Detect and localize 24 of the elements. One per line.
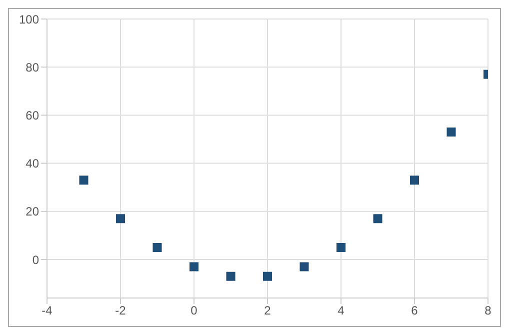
- y-tick-label: 0: [32, 252, 40, 267]
- y-tick-label: 40: [26, 156, 40, 171]
- x-tick-label: -4: [42, 304, 53, 318]
- x-tick-label: 6: [411, 304, 418, 318]
- point: [263, 272, 272, 281]
- point: [79, 176, 88, 185]
- point: [226, 272, 236, 281]
- x-tick-label: 4: [338, 304, 345, 318]
- x-tick-label: 0: [190, 304, 198, 318]
- point: [152, 242, 162, 252]
- y-tick-label: 100: [18, 12, 40, 26]
- x-tick-label: -2: [115, 304, 126, 318]
- point: [300, 262, 309, 272]
- point: [190, 262, 198, 272]
- y-tick-label: 60: [26, 108, 40, 122]
- point: [410, 176, 419, 185]
- point: [116, 214, 125, 224]
- x-tick-label: 2: [264, 304, 272, 318]
- point: [446, 128, 456, 137]
- y-tick-label: 20: [26, 204, 40, 219]
- point: [373, 214, 382, 224]
- point: [336, 242, 346, 252]
- x-tick-label: 8: [484, 304, 492, 318]
- y-tick-label: 80: [26, 60, 40, 74]
